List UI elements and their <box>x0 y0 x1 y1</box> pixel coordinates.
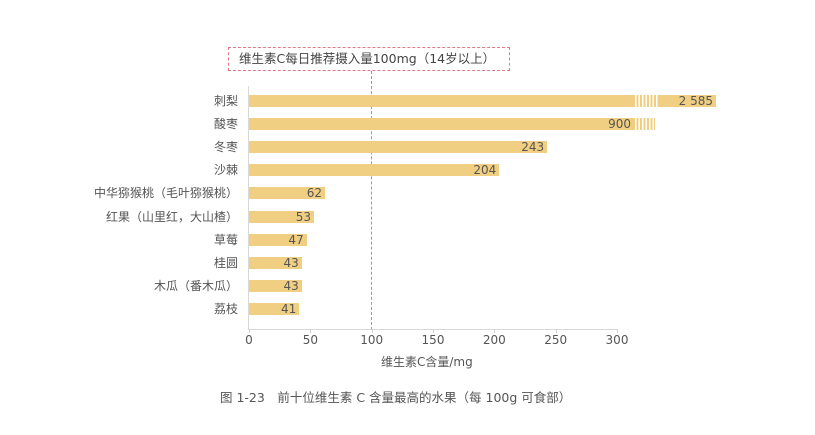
bar <box>249 256 302 269</box>
bar-value-label: 43 <box>283 278 299 293</box>
x-tick-label: 0 <box>245 333 253 347</box>
axis-break-marker <box>633 118 655 131</box>
axis-break-marker <box>633 95 659 107</box>
x-tick-label: 100 <box>360 333 384 347</box>
bar <box>249 302 300 315</box>
figure-caption: 图 1-23 前十位维生素 C 含量最高的水果（每 100g 可食部） <box>220 390 572 405</box>
x-tick <box>310 329 312 333</box>
category-label: 中华猕猴桃（毛叶猕猴桃） <box>93 186 238 201</box>
reference-line-label: 维生素C每日推荐摄入量100mg（14岁以上） <box>228 47 510 71</box>
bar <box>249 118 655 131</box>
bar <box>249 141 548 154</box>
x-tick <box>555 329 557 333</box>
x-tick-label: 300 <box>605 333 629 347</box>
category-label: 冬枣 <box>213 140 238 155</box>
bar <box>249 210 314 223</box>
category-label: 荔枝 <box>213 301 238 316</box>
x-tick-label: 200 <box>482 333 506 347</box>
x-axis-title: 维生素C含量/mg <box>381 355 473 369</box>
category-label: 桂圆 <box>213 255 238 270</box>
x-tick <box>494 329 496 333</box>
category-label: 沙棘 <box>213 163 238 178</box>
bar <box>249 279 302 292</box>
x-tick-label: 250 <box>544 333 568 347</box>
x-tick-label: 50 <box>302 333 318 347</box>
x-tick <box>249 329 250 333</box>
category-label: 草莓 <box>213 232 238 247</box>
x-tick <box>433 329 434 333</box>
bar <box>249 95 716 107</box>
category-label: 红果（山里红，大山楂） <box>105 209 238 224</box>
bar-value-label: 47 <box>288 232 304 247</box>
bar-value-label: 43 <box>283 255 299 270</box>
bar-value-label: 53 <box>295 209 312 224</box>
bar <box>249 233 307 246</box>
reference-line <box>371 71 372 330</box>
bar-value-label: 2 585 <box>678 94 713 108</box>
category-label: 酸枣 <box>213 117 238 132</box>
bar-value-label: 41 <box>281 301 297 316</box>
bar-value-label: 204 <box>473 163 497 178</box>
bar <box>249 164 500 177</box>
x-tick <box>371 329 373 333</box>
category-label: 刺梨 <box>213 94 238 108</box>
y-axis <box>248 86 249 330</box>
x-tick <box>617 329 618 333</box>
bar-value-label: 243 <box>521 140 545 155</box>
x-tick-label: 150 <box>421 333 445 347</box>
bar-value-label: 900 <box>608 117 631 132</box>
bar-value-label: 62 <box>306 186 323 201</box>
category-label: 木瓜（番木瓜） <box>153 278 238 293</box>
bar <box>249 187 326 200</box>
